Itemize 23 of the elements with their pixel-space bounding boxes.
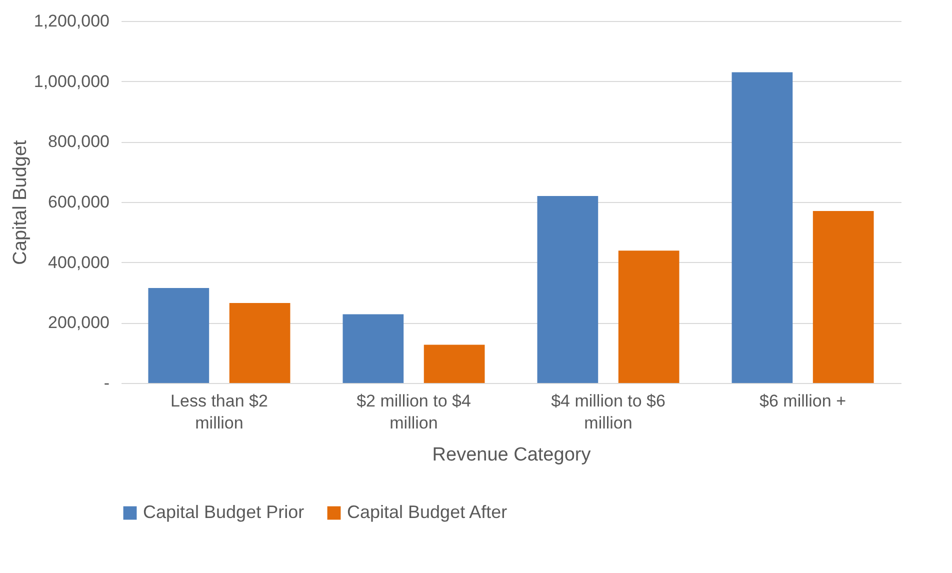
bar [618, 250, 680, 383]
y-tick-label: 600,000 [48, 192, 110, 212]
y-tick-label: 1,000,000 [34, 72, 110, 91]
legend-label: Capital Budget After [347, 502, 508, 522]
bar [342, 314, 404, 383]
y-tick-label: 800,000 [48, 132, 110, 152]
x-tick-label: Less than $2 million [170, 392, 268, 432]
bar [537, 196, 598, 383]
y-tick-label: 400,000 [48, 252, 110, 272]
y-tick-label: - [104, 374, 110, 392]
y-axis-title: Capital Budget [10, 139, 31, 265]
x-tick-label: $4 million to $6 million [551, 392, 666, 432]
bar [424, 344, 485, 383]
bar [229, 303, 290, 383]
legend-label: Capital Budget Prior [143, 502, 304, 522]
y-tick-label: 1,200,000 [34, 12, 110, 30]
bar [732, 72, 793, 383]
bar [812, 211, 874, 383]
y-tick-label: 200,000 [48, 313, 110, 332]
x-axis-title: Revenue Category [432, 444, 592, 466]
x-tick-label: $6 million + [760, 392, 846, 410]
bar [148, 288, 210, 383]
x-tick-label: $2 million to $4 million [356, 392, 471, 432]
